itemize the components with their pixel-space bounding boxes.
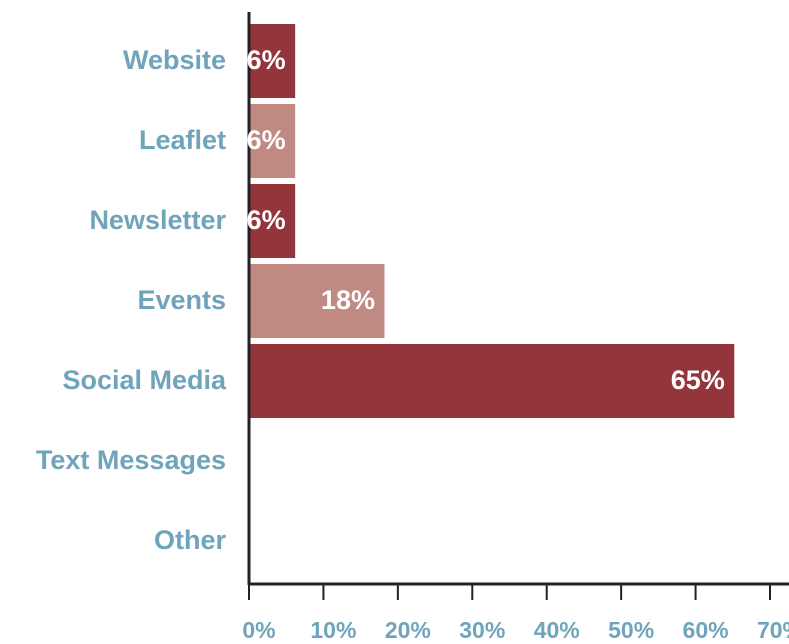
- x-tick-label: 20%: [385, 617, 431, 643]
- x-tick-label: 10%: [310, 617, 356, 643]
- x-tick-label: 70%: [757, 617, 789, 643]
- y-tick-label: Social Media: [62, 365, 227, 395]
- bar: [250, 184, 296, 258]
- y-tick-label: Newsletter: [89, 205, 226, 235]
- bar: [250, 264, 385, 338]
- y-tick-label: Website: [123, 45, 226, 75]
- bar: [250, 24, 296, 98]
- x-tick-label: 30%: [459, 617, 505, 643]
- data-label: 6%: [247, 45, 286, 75]
- data-label: 18%: [321, 285, 375, 315]
- x-tick-label: 50%: [608, 617, 654, 643]
- y-tick-label: Text Messages: [36, 445, 226, 475]
- x-tick-label: 60%: [683, 617, 729, 643]
- y-tick-label: Leaflet: [139, 125, 226, 155]
- bar: [250, 104, 296, 178]
- bar: [250, 344, 735, 418]
- data-label: 65%: [671, 365, 725, 395]
- data-label: 6%: [247, 125, 286, 155]
- y-tick-label: Events: [137, 285, 226, 315]
- x-tick-label: 0%: [242, 617, 275, 643]
- x-tick-label: 40%: [534, 617, 580, 643]
- y-tick-label: Other: [154, 525, 227, 555]
- data-label: 6%: [247, 205, 286, 235]
